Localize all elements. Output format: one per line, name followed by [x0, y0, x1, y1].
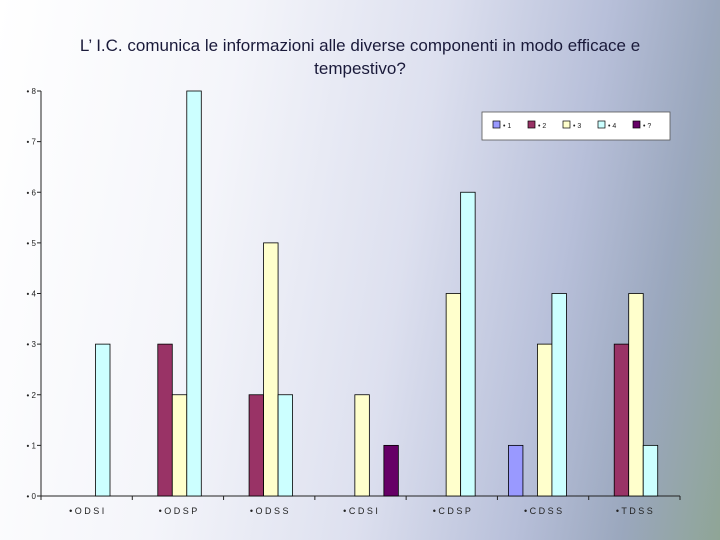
legend-label: • 4 [608, 123, 616, 130]
legend-label: • ? [643, 123, 651, 130]
x-labels: • O D S I • O D S P • O D S S • C D S I • C … [40, 496, 681, 516]
bars [95, 90, 659, 497]
y-tick-label: • 0 [27, 492, 37, 501]
x-category-label: • T D S S [616, 506, 653, 516]
x-category-label: • O D S P [159, 506, 198, 516]
bar-2-2 [157, 343, 173, 497]
bar-1-4 [95, 343, 111, 497]
x-category-label: • C D S I [343, 506, 378, 516]
x-category-label: • O D S S [250, 506, 289, 516]
legend-label: • 3 [573, 123, 581, 130]
y-tick-label: • 4 [27, 290, 37, 299]
y-tick-label: • 1 [27, 441, 37, 450]
x-category-label: • C D S P [433, 506, 471, 516]
legend-swatch [492, 120, 501, 129]
bar-2-4 [186, 90, 202, 497]
legend-label: • 1 [503, 123, 511, 130]
bar-4-5 [383, 444, 399, 497]
bar-4-3 [354, 394, 370, 497]
legend-swatch [562, 120, 571, 129]
legend: • 1 • 2 • 3 • 4 • ? [481, 111, 671, 141]
bar-5-3 [445, 293, 462, 497]
legend-label: • 2 [538, 123, 546, 130]
y-tick-label: • 7 [27, 138, 37, 147]
y-tick-label: • 5 [27, 239, 37, 248]
legend-swatch [597, 120, 606, 129]
legend-swatch [527, 120, 536, 129]
x-category-label: • O D S I [69, 506, 104, 516]
chart-title: L’ I.C. comunica le informazioni alle di… [79, 36, 641, 78]
bar-6-3 [537, 343, 553, 497]
x-category-label: • C D S S [524, 506, 562, 516]
y-tick-label: • 8 [27, 87, 37, 96]
bar-2-3 [171, 394, 188, 497]
y-ticks: • 0 • 1 • 2 • 3 • 4 • 5 • 6 • 7 • 8 [27, 87, 41, 501]
bar-3-3 [263, 242, 279, 497]
bar-3-2 [248, 394, 264, 497]
y-tick-label: • 6 [27, 188, 37, 197]
y-tick-label: • 2 [27, 391, 37, 400]
bar-7-4 [642, 444, 659, 497]
bar-5-4 [460, 191, 476, 497]
bar-7-2 [613, 343, 630, 497]
bar-6-4 [551, 293, 567, 497]
bar-3-4 [277, 394, 293, 497]
bar-6-1 [508, 444, 524, 497]
legend-swatch [632, 120, 641, 129]
bar-7-3 [628, 293, 644, 497]
y-tick-label: • 3 [27, 340, 37, 349]
